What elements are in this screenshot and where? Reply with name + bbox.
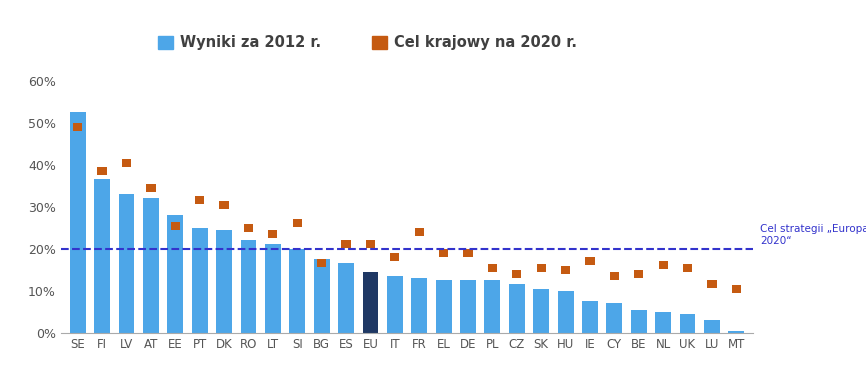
FancyBboxPatch shape [341, 240, 351, 248]
FancyBboxPatch shape [293, 220, 302, 228]
Bar [411, 278, 427, 333]
Legend: Wyniki za 2012 r., Cel krajowy na 2020 r.: Wyniki za 2012 r., Cel krajowy na 2020 r… [158, 35, 577, 50]
Bar [630, 310, 647, 333]
Bar [558, 291, 573, 333]
Bar [387, 276, 403, 333]
FancyBboxPatch shape [439, 249, 449, 257]
FancyBboxPatch shape [146, 184, 156, 192]
FancyBboxPatch shape [98, 167, 107, 175]
FancyBboxPatch shape [732, 285, 741, 293]
Bar [484, 280, 501, 333]
Bar [338, 263, 354, 333]
Bar [191, 228, 208, 333]
FancyBboxPatch shape [658, 262, 668, 270]
FancyBboxPatch shape [488, 263, 497, 271]
Bar [313, 259, 330, 333]
Bar [460, 280, 476, 333]
Bar [582, 301, 598, 333]
Text: Cel strategii „Europa
2020“: Cel strategii „Europa 2020“ [760, 224, 866, 246]
Bar [533, 288, 549, 333]
FancyBboxPatch shape [219, 201, 229, 209]
FancyBboxPatch shape [122, 158, 131, 167]
FancyBboxPatch shape [683, 263, 692, 271]
Bar [436, 280, 451, 333]
Bar [167, 215, 184, 333]
Bar [216, 230, 232, 333]
Bar [363, 272, 378, 333]
Bar [70, 112, 86, 333]
FancyBboxPatch shape [391, 253, 399, 261]
Bar [509, 284, 525, 333]
Bar [143, 198, 158, 333]
Bar [606, 303, 623, 333]
FancyBboxPatch shape [365, 240, 375, 248]
FancyBboxPatch shape [317, 259, 326, 267]
FancyBboxPatch shape [268, 230, 277, 238]
FancyBboxPatch shape [561, 266, 570, 274]
FancyBboxPatch shape [708, 280, 716, 288]
FancyBboxPatch shape [537, 263, 546, 271]
FancyBboxPatch shape [512, 270, 521, 278]
Bar [289, 249, 305, 333]
Bar [265, 245, 281, 333]
Bar [241, 240, 256, 333]
FancyBboxPatch shape [585, 257, 595, 265]
Bar [680, 314, 695, 333]
Bar [728, 330, 744, 333]
FancyBboxPatch shape [171, 222, 180, 229]
Bar [119, 194, 134, 333]
FancyBboxPatch shape [73, 123, 82, 131]
Bar [94, 179, 110, 333]
Bar [656, 311, 671, 333]
FancyBboxPatch shape [195, 196, 204, 204]
FancyBboxPatch shape [463, 249, 473, 257]
Bar [704, 320, 720, 333]
FancyBboxPatch shape [244, 224, 253, 232]
FancyBboxPatch shape [634, 270, 643, 278]
FancyBboxPatch shape [415, 228, 423, 236]
FancyBboxPatch shape [610, 272, 619, 280]
